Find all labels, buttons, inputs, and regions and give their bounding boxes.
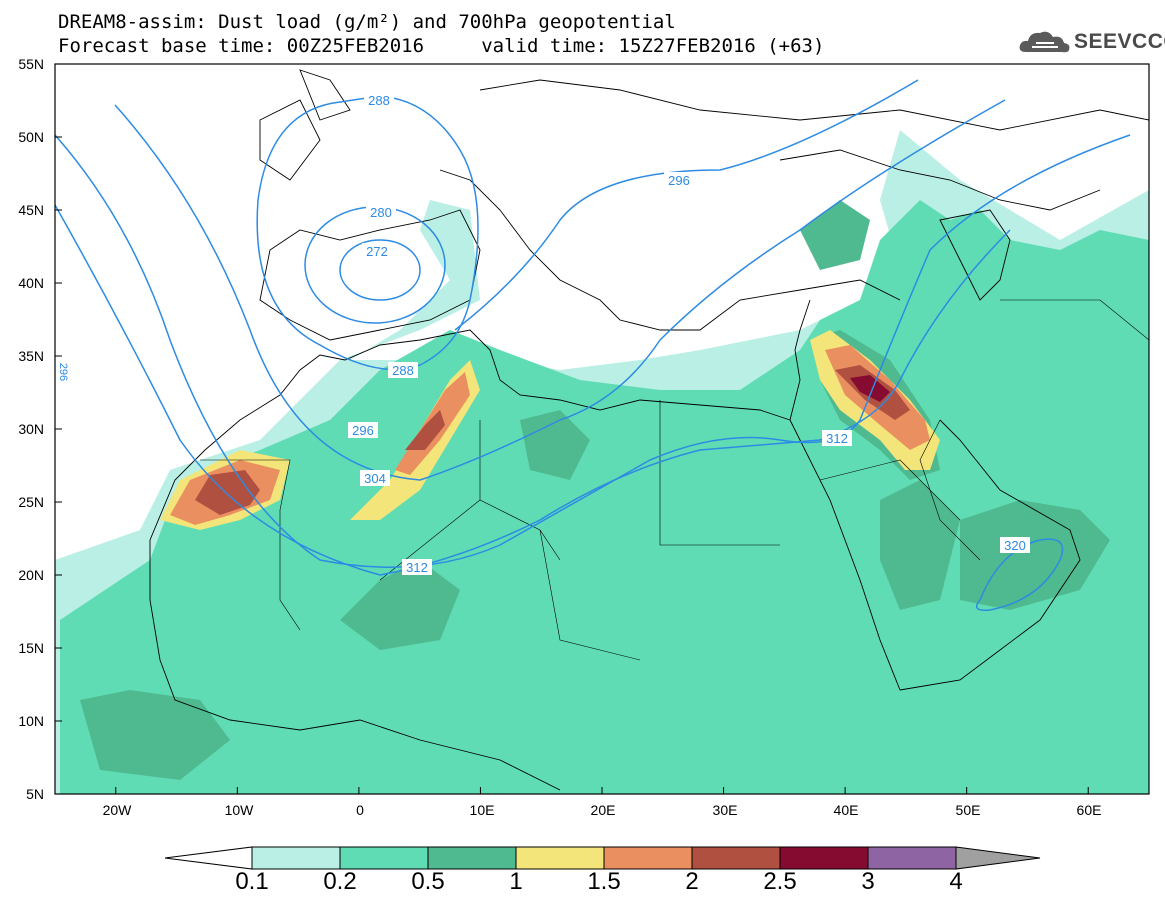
contour-label: 288 [392,363,414,378]
coastlines [149,69,1149,791]
colorbar-label: 0.5 [411,868,445,895]
colorbar-swatch [427,846,517,870]
colorbar-low-arrow [164,846,253,870]
colorbar-swatch [867,846,957,870]
contour-label: 288 [368,93,390,108]
colorbar-label: 4 [949,868,963,895]
lon-label: 60E [1076,802,1102,818]
contour-label: 312 [826,431,848,446]
lat-label: 50N [18,129,44,145]
lon-label: 40E [833,802,859,818]
map-title: DREAM8-assim: Dust load (g/m²) and 700hP… [58,11,676,33]
contour-label: 280 [370,205,392,220]
colorbar-swatch [515,846,605,870]
colorbar-label: 3 [861,868,875,895]
lon-label: 50E [955,802,981,818]
lon-label: 0 [356,802,364,818]
colorbar-swatch [691,846,781,870]
lat-label: 40N [18,275,44,291]
forecast-time-line: Forecast base time: 00Z25FEB2016 valid t… [58,35,825,57]
colorbar-swatch [779,846,869,870]
contour-label: 272 [366,244,388,259]
colorbar-label: 1.5 [587,868,621,895]
lat-label: 55N [18,56,44,72]
colorbar-label: 2 [685,868,699,895]
dust-shading [55,130,1149,794]
colorbar-swatch [251,846,341,870]
colorbar-swatch [603,846,693,870]
lon-label: 30E [712,802,738,818]
colorbar-swatch [339,846,429,870]
contour-labels: 288 280 272 296 288 296 304 312 312 320 … [57,92,1030,575]
lon-label: 10E [469,802,495,818]
contour-label: 304 [364,471,386,486]
lon-label: 20W [102,802,132,818]
logo-text: SEEVCCC [1074,30,1165,53]
lat-label: 5N [26,786,44,802]
colorbar-label: 0.1 [235,868,269,895]
colorbar-label: 2.5 [763,868,797,895]
lat-label: 30N [18,421,44,437]
contour-label: 320 [1004,538,1026,553]
axis-ticks [55,63,1089,795]
lon-label: 10W [224,802,254,818]
country-borders [200,299,1149,661]
colorbar [164,846,1041,870]
lat-label: 20N [18,567,44,583]
colorbar-high-arrow [955,846,1041,870]
cloud-icon [1019,31,1070,53]
lat-label: 10N [18,713,44,729]
colorbar-label: 1 [509,868,523,895]
colorbar-label: 0.2 [323,868,357,895]
contour-label: 296 [668,173,690,188]
lat-label: 25N [18,494,44,510]
contour-label: 312 [406,560,428,575]
seevccc-logo: SEEVCCC [1018,28,1165,56]
lat-label: 45N [18,202,44,218]
contour-label: 296 [57,363,69,381]
contour-label: 296 [352,423,374,438]
lat-label: 35N [18,348,44,364]
lat-label: 15N [18,640,44,656]
lon-label: 20E [590,802,616,818]
